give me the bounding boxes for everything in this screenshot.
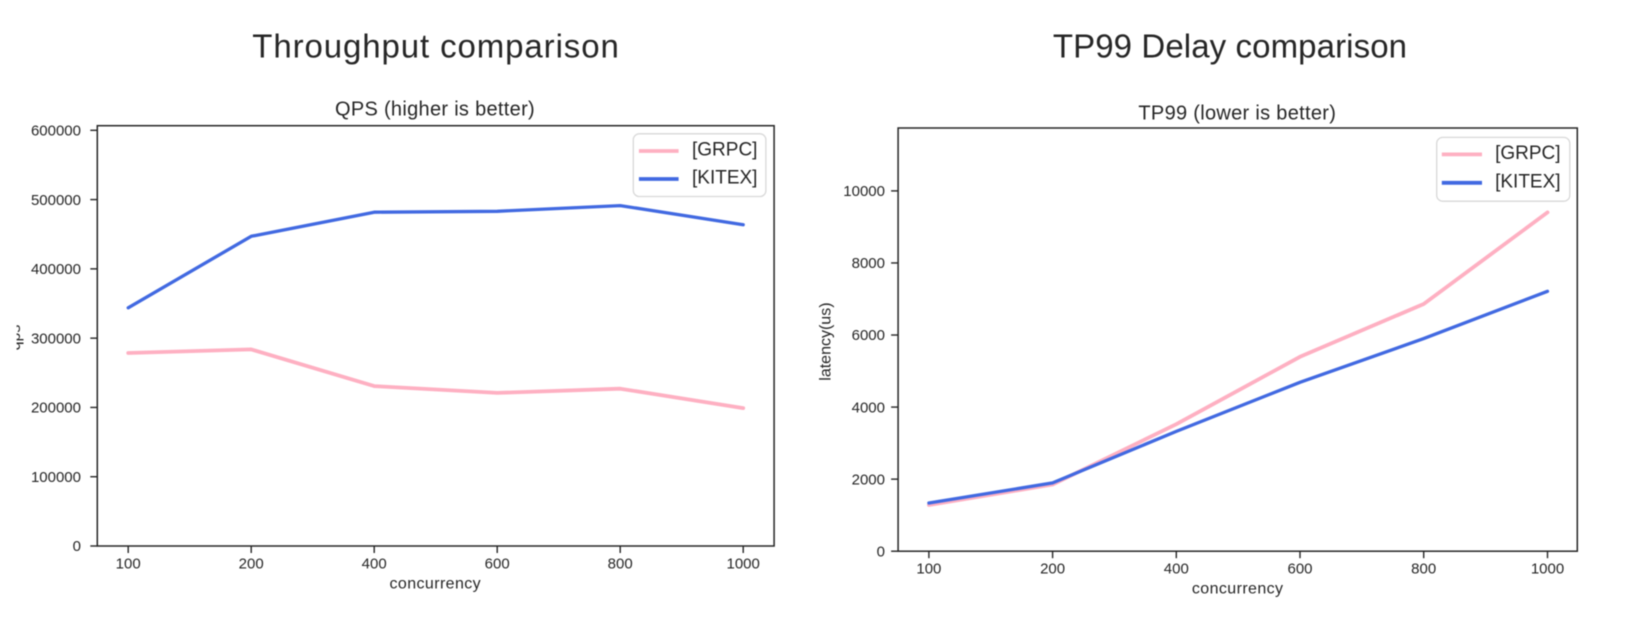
svg-text:300000: 300000	[31, 330, 81, 347]
svg-text:concurrency: concurrency	[1192, 581, 1284, 598]
svg-text:8000: 8000	[852, 255, 885, 272]
svg-text:100000: 100000	[31, 469, 81, 486]
svg-text:4000: 4000	[852, 399, 885, 416]
svg-text:Throughput comparison: Throughput comparison	[252, 28, 619, 65]
svg-text:600000: 600000	[31, 123, 81, 140]
svg-text:[GRPC]: [GRPC]	[692, 140, 757, 161]
svg-text:concurrency: concurrency	[390, 576, 482, 593]
svg-text:600: 600	[485, 556, 510, 573]
svg-text:200000: 200000	[31, 400, 81, 417]
svg-text:200: 200	[239, 556, 264, 573]
svg-text:[KITEX]: [KITEX]	[692, 168, 757, 189]
svg-text:100: 100	[916, 561, 941, 578]
svg-text:[KITEX]: [KITEX]	[1495, 172, 1560, 193]
svg-text:100: 100	[116, 556, 141, 573]
svg-text:0: 0	[877, 543, 885, 560]
svg-text:[GRPC]: [GRPC]	[1495, 143, 1560, 164]
svg-text:QPS (higher is better): QPS (higher is better)	[335, 99, 535, 121]
svg-text:400: 400	[1164, 561, 1189, 578]
svg-text:1000: 1000	[727, 556, 760, 573]
svg-text:6000: 6000	[852, 327, 885, 344]
svg-text:400: 400	[362, 556, 387, 573]
svg-text:0: 0	[73, 538, 81, 555]
svg-text:2000: 2000	[852, 471, 885, 488]
svg-text:latency(us): latency(us)	[818, 302, 835, 380]
svg-text:500000: 500000	[31, 192, 81, 209]
svg-text:TP99 Delay comparison: TP99 Delay comparison	[1053, 28, 1407, 65]
svg-text:400000: 400000	[31, 261, 81, 278]
svg-text:1000: 1000	[1531, 561, 1564, 578]
svg-text:200: 200	[1040, 561, 1065, 578]
svg-text:600: 600	[1287, 561, 1312, 578]
svg-text:800: 800	[1411, 561, 1436, 578]
svg-text:TP99 (lower is better): TP99 (lower is better)	[1138, 103, 1336, 125]
svg-text:10000: 10000	[843, 183, 885, 200]
svg-text:800: 800	[608, 556, 633, 573]
